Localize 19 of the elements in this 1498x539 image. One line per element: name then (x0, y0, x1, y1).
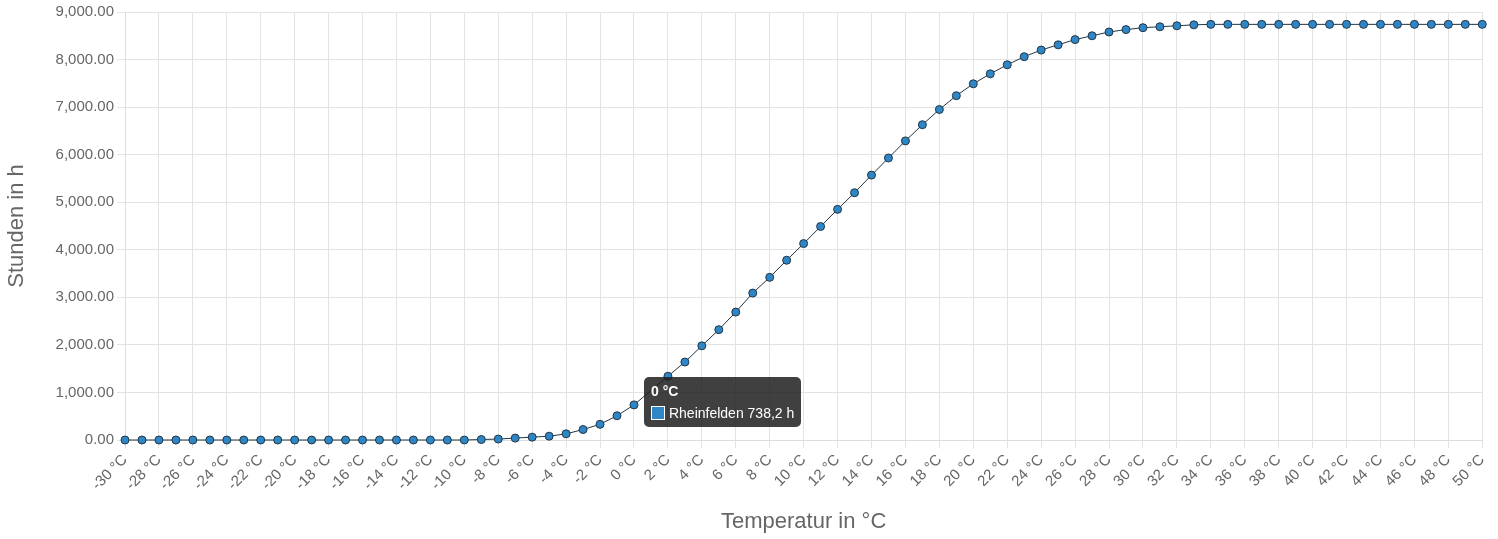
y-tick-label: 9,000.00 (55, 2, 114, 20)
x-tick-label: 0 °C (606, 450, 640, 484)
x-tick-label: 2 °C (640, 450, 674, 484)
y-tick-label: 1,000.00 (55, 382, 114, 400)
y-tick-label: 2,000.00 (55, 335, 114, 353)
y-tick-label: 6,000.00 (55, 144, 114, 162)
x-tick-label: 50 °C (1448, 450, 1488, 490)
category-label: 0 °C (650, 382, 679, 399)
y-tick-label: 4,000.00 (55, 239, 114, 257)
y-tick-label: 7,000.00 (55, 97, 114, 115)
y-tick-label: 8,000.00 (55, 49, 114, 67)
y-tick-label: 5,000.00 (55, 192, 114, 210)
text: Rheinfelden 738,2 h (668, 404, 795, 421)
y-tick-label: 0.00 (84, 430, 114, 448)
y-tick-label: 3,000.00 (55, 287, 114, 305)
x-axis-title: Temperatur in °C (720, 507, 887, 533)
x-tick-label: 4 °C (674, 450, 708, 484)
y-axis-title: Stunden in h (3, 164, 29, 288)
x-tick-label: 6 °C (708, 450, 741, 484)
